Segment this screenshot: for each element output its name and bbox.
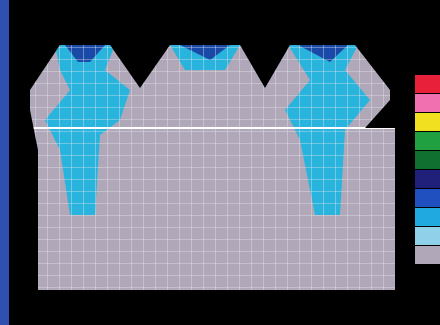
legend-swatch — [415, 151, 440, 169]
color-legend — [415, 75, 440, 264]
legend-swatch — [415, 75, 440, 93]
legend-swatch — [415, 170, 440, 188]
legend-swatch — [415, 227, 440, 245]
legend-swatch — [415, 132, 440, 150]
mesh-grid — [30, 45, 395, 290]
legend-swatch — [415, 113, 440, 131]
legend-swatch — [415, 246, 440, 264]
legend-swatch — [415, 94, 440, 112]
legend-swatch — [415, 208, 440, 226]
domain — [30, 45, 395, 290]
legend-swatch — [415, 189, 440, 207]
left-edge-panel — [0, 0, 9, 325]
